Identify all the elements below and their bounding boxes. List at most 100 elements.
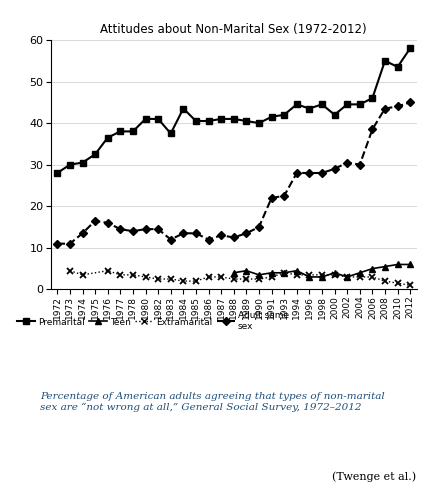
Line: Premarital: Premarital xyxy=(54,45,414,176)
Adult same
sex xyxy=(332,166,337,172)
Adult same
sex xyxy=(206,237,211,243)
Premarital xyxy=(332,112,337,118)
Extramarital xyxy=(193,278,198,284)
Extramarital xyxy=(370,274,375,280)
Premarital xyxy=(168,131,173,137)
Adult same
sex xyxy=(370,126,375,132)
Extramarital xyxy=(320,272,325,278)
Adult same
sex xyxy=(320,170,325,176)
Teen xyxy=(345,274,350,280)
Extramarital xyxy=(168,276,173,282)
Teen xyxy=(307,274,312,280)
Premarital xyxy=(80,160,85,166)
Line: Teen: Teen xyxy=(231,261,414,280)
Teen xyxy=(357,270,363,276)
Premarital xyxy=(395,64,400,70)
Extramarital xyxy=(218,274,224,280)
Extramarital xyxy=(67,267,72,273)
Adult same
sex xyxy=(244,231,249,237)
Line: Adult same
sex: Adult same sex xyxy=(54,99,413,247)
Legend: Premarital, Teen, Extramarital, Adult same
sex: Premarital, Teen, Extramarital, Adult sa… xyxy=(17,311,289,331)
Adult same
sex xyxy=(269,195,274,201)
Premarital xyxy=(193,118,198,124)
Premarital xyxy=(256,120,261,126)
Premarital xyxy=(143,116,148,122)
Premarital xyxy=(382,58,388,64)
Teen xyxy=(256,272,261,278)
Premarital xyxy=(206,118,211,124)
Extramarital xyxy=(80,272,85,278)
Premarital xyxy=(93,151,98,157)
Teen xyxy=(244,267,249,273)
Premarital xyxy=(130,128,136,134)
Premarital xyxy=(105,135,110,141)
Extramarital xyxy=(345,274,350,280)
Adult same
sex xyxy=(282,193,287,199)
Extramarital xyxy=(181,278,186,284)
Extramarital xyxy=(269,274,274,280)
Extramarital xyxy=(206,274,211,280)
Premarital xyxy=(67,162,72,168)
Title: Attitudes about Non-Marital Sex (1972-2012): Attitudes about Non-Marital Sex (1972-20… xyxy=(100,23,367,36)
Adult same
sex xyxy=(395,103,400,109)
Adult same
sex xyxy=(105,220,110,226)
Premarital xyxy=(294,101,299,107)
Teen xyxy=(269,270,274,276)
Adult same
sex xyxy=(307,170,312,176)
Adult same
sex xyxy=(218,233,224,239)
Extramarital xyxy=(143,274,148,280)
Extramarital xyxy=(395,280,400,286)
Teen xyxy=(370,265,375,271)
Adult same
sex xyxy=(294,170,299,176)
Text: (Twenge et al.): (Twenge et al.) xyxy=(332,472,416,482)
Adult same
sex xyxy=(357,162,363,168)
Adult same
sex xyxy=(130,228,136,234)
Extramarital xyxy=(332,272,337,278)
Extramarital xyxy=(382,278,388,284)
Premarital xyxy=(156,116,161,122)
Adult same
sex xyxy=(80,231,85,237)
Premarital xyxy=(118,128,123,134)
Extramarital xyxy=(256,276,261,282)
Teen xyxy=(320,274,325,280)
Adult same
sex xyxy=(118,226,123,232)
Extramarital xyxy=(408,282,413,288)
Extramarital xyxy=(294,272,299,278)
Premarital xyxy=(55,170,60,176)
Teen xyxy=(294,267,299,273)
Extramarital xyxy=(357,274,363,280)
Extramarital xyxy=(282,270,287,276)
Teen xyxy=(395,261,400,267)
Premarital xyxy=(231,116,236,122)
Premarital xyxy=(269,114,274,120)
Premarital xyxy=(408,45,413,51)
Teen xyxy=(282,270,287,276)
Premarital xyxy=(218,116,224,122)
Extramarital xyxy=(118,272,123,278)
Adult same
sex xyxy=(256,224,261,230)
Extramarital xyxy=(130,272,136,278)
Premarital xyxy=(244,118,249,124)
Premarital xyxy=(307,106,312,112)
Premarital xyxy=(370,95,375,101)
Adult same
sex xyxy=(382,106,388,112)
Line: Extramarital: Extramarital xyxy=(66,267,414,289)
Teen xyxy=(231,270,236,276)
Premarital xyxy=(282,112,287,118)
Extramarital xyxy=(156,276,161,282)
Extramarital xyxy=(105,267,110,273)
Extramarital xyxy=(244,276,249,282)
Text: Percentage of American adults agreeing that types of non-marital
sex are “not wr: Percentage of American adults agreeing t… xyxy=(40,392,385,412)
Adult same
sex xyxy=(156,226,161,232)
Premarital xyxy=(320,101,325,107)
Adult same
sex xyxy=(67,241,72,247)
Premarital xyxy=(357,101,363,107)
Adult same
sex xyxy=(231,235,236,241)
Premarital xyxy=(345,101,350,107)
Premarital xyxy=(181,106,186,112)
Adult same
sex xyxy=(143,226,148,232)
Adult same
sex xyxy=(408,99,413,105)
Adult same
sex xyxy=(168,237,173,243)
Adult same
sex xyxy=(345,160,350,166)
Adult same
sex xyxy=(55,241,60,247)
